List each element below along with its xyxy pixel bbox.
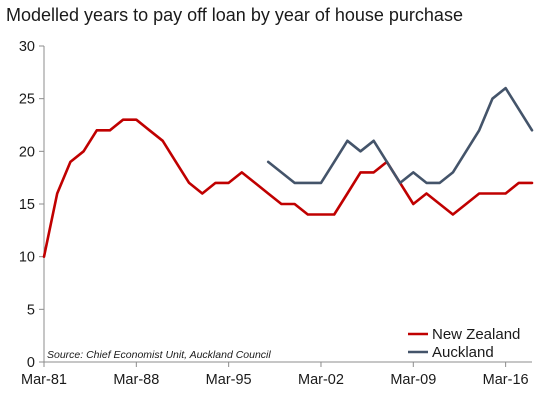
legend-label: Auckland (432, 344, 494, 361)
y-axis: 0 5 10 15 20 25 30 (19, 39, 45, 371)
source-note: Source: Chief Economist Unit, Auckland C… (47, 349, 271, 361)
legend-label: New Zealand (432, 326, 520, 343)
x-tick-label: Mar-81 (21, 372, 67, 388)
y-tick-label: 0 (27, 355, 35, 371)
x-tick-label: Mar-95 (206, 372, 252, 388)
series-line-new-zealand (42, 118, 534, 259)
x-tick-label: Mar-09 (390, 372, 436, 388)
y-tick-label: 5 (27, 302, 35, 318)
x-axis: Mar-81 Mar-88 Mar-95 Mar-02 Mar-09 Mar-16 (21, 361, 532, 388)
y-tick-label: 30 (19, 39, 35, 55)
series-line-auckland (266, 86, 534, 185)
series-lines (42, 86, 534, 259)
x-tick-label: Mar-88 (113, 372, 159, 388)
y-tick-label: 20 (19, 144, 35, 160)
y-tick-label: 25 (19, 92, 35, 108)
chart-title: Modelled years to pay off loan by year o… (6, 5, 463, 25)
y-tick-label: 15 (19, 197, 35, 213)
y-tick-label: 10 (19, 250, 35, 266)
x-tick-label: Mar-02 (298, 372, 344, 388)
x-tick-label: Mar-16 (483, 372, 529, 388)
